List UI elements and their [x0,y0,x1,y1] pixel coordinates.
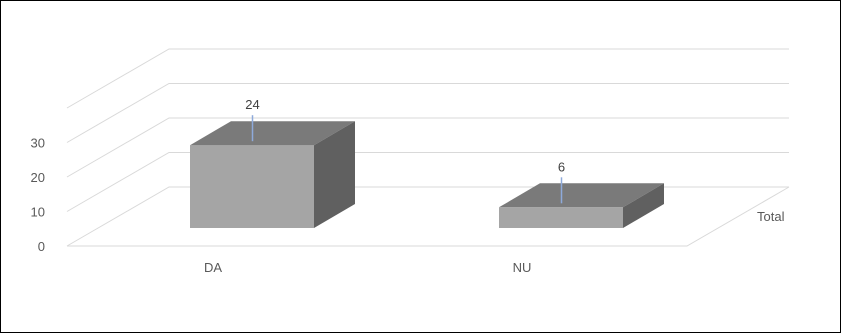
x-category-label: NU [513,260,532,275]
gridline-10 [66,152,789,212]
bar-side [314,121,355,228]
y-tick-label: 20 [31,170,45,185]
y-tick-label: 10 [31,205,45,220]
bars: 24 DA 6 NU [190,97,664,275]
data-label: 24 [245,97,259,112]
bar-nu: 6 NU [499,159,664,275]
x-category-label: DA [204,260,222,275]
data-label: 6 [558,159,565,174]
bar-top [190,121,355,146]
series-label: Total [757,209,785,224]
bar-side [623,183,664,228]
gridline-20 [66,117,789,178]
gridlines [66,48,790,247]
bar-top [499,183,664,208]
y-tick-label: 30 [31,136,45,151]
bar-front [190,145,314,228]
y-tick-label: 0 [38,239,45,254]
floor-edge [67,186,790,247]
bar-da: 24 DA [190,97,355,275]
gridline-30 [66,83,789,143]
gridline-40 [66,48,789,109]
gridline-0 [66,186,789,247]
y-axis-ticks: 0 10 20 30 [31,136,45,255]
bar-front [499,207,623,228]
